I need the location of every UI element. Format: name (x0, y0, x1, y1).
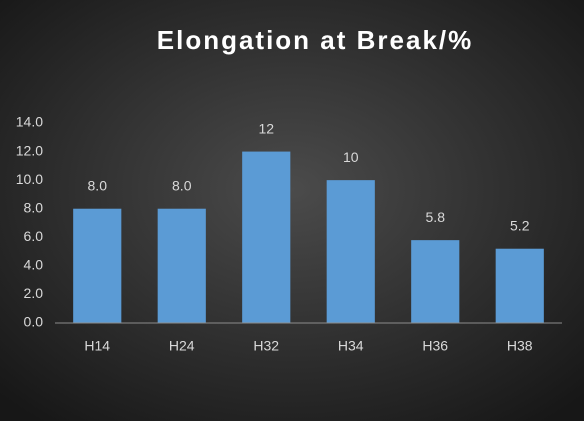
value-label: 5.2 (510, 217, 530, 233)
y-tick-label: 4.0 (24, 257, 44, 273)
y-tick-label: 6.0 (24, 228, 44, 244)
chart-title: Elongation at Break/% (157, 25, 474, 55)
y-tick-label: 10.0 (16, 171, 43, 187)
bar (242, 151, 291, 323)
value-label: 8.0 (88, 177, 108, 193)
value-label: 12 (258, 120, 274, 136)
bar (157, 208, 206, 323)
x-tick-label: H34 (338, 338, 364, 354)
value-label: 10 (343, 149, 359, 165)
y-tick-label: 0.0 (24, 314, 44, 330)
value-label: 5.8 (426, 209, 446, 225)
x-tick-label: H36 (422, 338, 448, 354)
bar (411, 240, 460, 323)
y-tick-label: 14.0 (16, 114, 43, 130)
x-tick-label: H32 (253, 338, 279, 354)
bar (73, 208, 122, 323)
bar (326, 180, 375, 323)
x-tick-label: H24 (169, 338, 195, 354)
y-tick-label: 2.0 (24, 285, 44, 301)
y-tick-label: 12.0 (16, 142, 43, 158)
value-label: 8.0 (172, 177, 192, 193)
x-tick-label: H14 (84, 338, 110, 354)
x-tick-label: H38 (507, 338, 533, 354)
bar (495, 248, 544, 323)
y-tick-label: 8.0 (24, 199, 44, 215)
